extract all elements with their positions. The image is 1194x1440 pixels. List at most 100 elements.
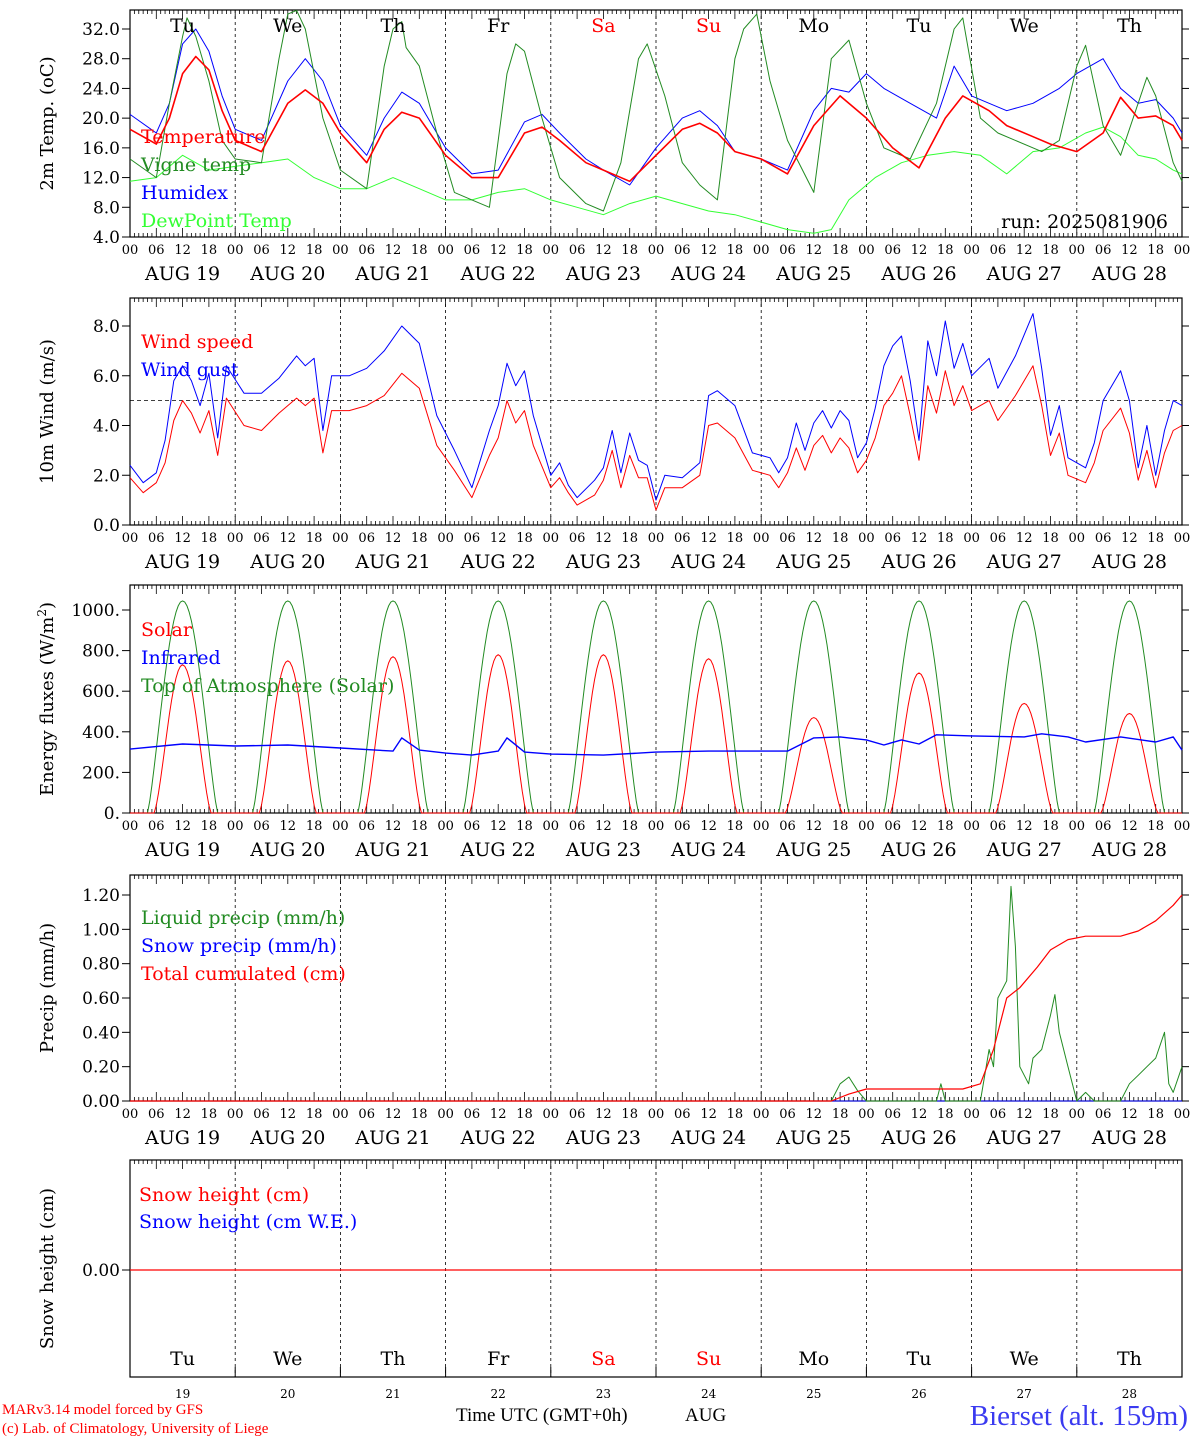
hour-tick-label: 06 [779, 819, 796, 834]
legend-entry: Temperature [141, 126, 265, 148]
hour-tick-label: 06 [358, 531, 375, 546]
hour-tick-label: 00 [963, 531, 980, 546]
weekday-label: Su [696, 15, 721, 37]
hour-tick-label: 12 [700, 531, 717, 546]
hour-tick-label: 06 [569, 531, 586, 546]
date-label: AUG 22 [460, 839, 536, 861]
hour-tick-label: 06 [884, 243, 901, 258]
hour-tick-label: 00 [1069, 243, 1086, 258]
hour-tick-label: 00 [1174, 1107, 1191, 1122]
weekday-label: Mo [798, 15, 829, 37]
hour-tick-label: 12 [911, 531, 928, 546]
hour-tick-label: 12 [700, 1107, 717, 1122]
y-axis-label: Precip (mm/h) [37, 923, 58, 1053]
hour-tick-label: 12 [700, 819, 717, 834]
date-label: AUG 21 [354, 1127, 430, 1149]
hour-tick-label: 18 [516, 1107, 533, 1122]
date-label: AUG 21 [354, 839, 430, 861]
hour-tick-label: 12 [174, 531, 191, 546]
weekday-label: Tu [170, 15, 195, 37]
hour-tick-label: 06 [148, 243, 165, 258]
hour-tick-label: 06 [990, 1107, 1007, 1122]
y-axis-label: Snow height (cm) [37, 1188, 58, 1349]
hour-tick-label: 18 [1147, 819, 1164, 834]
hour-tick-label: 00 [648, 1107, 665, 1122]
hour-tick-label: 06 [569, 1107, 586, 1122]
hour-tick-label: 12 [280, 243, 297, 258]
hour-tick-label: 06 [464, 819, 481, 834]
hour-tick-label: 18 [727, 1107, 744, 1122]
legend-entry: Snow precip (mm/h) [141, 935, 337, 957]
series-line-humidex [129, 28, 1183, 186]
hour-tick-label: 00 [1069, 819, 1086, 834]
date-label: AUG 19 [144, 263, 220, 285]
hour-tick-label: 06 [148, 819, 165, 834]
day-number: 24 [701, 1387, 717, 1401]
y-tick-label: 0.40 [82, 1023, 120, 1043]
day-number: 19 [175, 1387, 190, 1401]
hour-tick-label: 12 [1121, 1107, 1138, 1122]
legend-entry: Solar [141, 619, 193, 641]
day-number: 23 [596, 1387, 611, 1401]
date-label: AUG 19 [144, 551, 220, 573]
hour-tick-label: 06 [674, 819, 691, 834]
y-tick-label: 1000. [71, 601, 120, 621]
hour-tick-label: 18 [411, 531, 428, 546]
date-label: AUG 24 [670, 551, 746, 573]
hour-tick-label: 00 [753, 243, 770, 258]
station-label: Bierset (alt. 159m) [969, 1400, 1188, 1432]
hour-tick-label: 18 [937, 819, 954, 834]
date-label: AUG 23 [565, 839, 641, 861]
legend-entry: Wind gust [141, 359, 239, 381]
hour-tick-label: 12 [1016, 243, 1033, 258]
hour-tick-label: 06 [253, 1107, 270, 1122]
hour-tick-label: 00 [858, 531, 875, 546]
hour-tick-label: 12 [1016, 531, 1033, 546]
hour-tick-label: 12 [280, 819, 297, 834]
hour-tick-label: 06 [464, 243, 481, 258]
hour-tick-label: 12 [490, 531, 507, 546]
hour-tick-label: 18 [937, 243, 954, 258]
hour-tick-label: 06 [990, 819, 1007, 834]
weekday-label: Th [381, 15, 406, 37]
hour-tick-label: 12 [1121, 531, 1138, 546]
hour-tick-label: 18 [832, 819, 849, 834]
hour-tick-label: 18 [621, 819, 638, 834]
hour-tick-label: 18 [306, 819, 323, 834]
y-tick-label: 8.0 [93, 198, 120, 218]
hour-tick-label: 12 [1016, 819, 1033, 834]
hour-tick-label: 06 [779, 531, 796, 546]
day-number: 25 [806, 1387, 821, 1401]
hour-tick-label: 12 [280, 1107, 297, 1122]
hour-tick-label: 12 [174, 1107, 191, 1122]
series-line-wind-gust [129, 313, 1183, 501]
date-label: AUG 20 [249, 839, 325, 861]
weekday-label: We [1010, 15, 1039, 37]
date-label: AUG 26 [880, 1127, 956, 1149]
y-tick-label: 200. [82, 763, 120, 783]
y-tick-label: 8.0 [93, 317, 120, 337]
date-label: AUG 22 [460, 551, 536, 573]
weekday-label: Tu [907, 15, 932, 37]
y-tick-label: 4.0 [93, 417, 120, 437]
hour-tick-label: 12 [595, 243, 612, 258]
hour-tick-label: 18 [1042, 531, 1059, 546]
date-label: AUG 25 [775, 551, 851, 573]
hour-tick-label: 18 [411, 819, 428, 834]
hour-tick-label: 00 [963, 1107, 980, 1122]
hour-tick-label: 18 [727, 243, 744, 258]
hour-tick-label: 18 [727, 531, 744, 546]
date-label: AUG 21 [354, 551, 430, 573]
hour-tick-label: 18 [832, 1107, 849, 1122]
hour-tick-label: 18 [411, 1107, 428, 1122]
date-label: AUG 28 [1091, 551, 1167, 573]
date-label: AUG 24 [670, 1127, 746, 1149]
hour-tick-label: 18 [1147, 243, 1164, 258]
y-tick-label: 400. [82, 723, 120, 743]
hour-tick-label: 06 [464, 531, 481, 546]
y-tick-label: 12.0 [82, 169, 120, 189]
hour-tick-label: 00 [1174, 243, 1191, 258]
hour-tick-label: 06 [358, 243, 375, 258]
hour-tick-label: 00 [437, 1107, 454, 1122]
date-label: AUG 22 [460, 1127, 536, 1149]
